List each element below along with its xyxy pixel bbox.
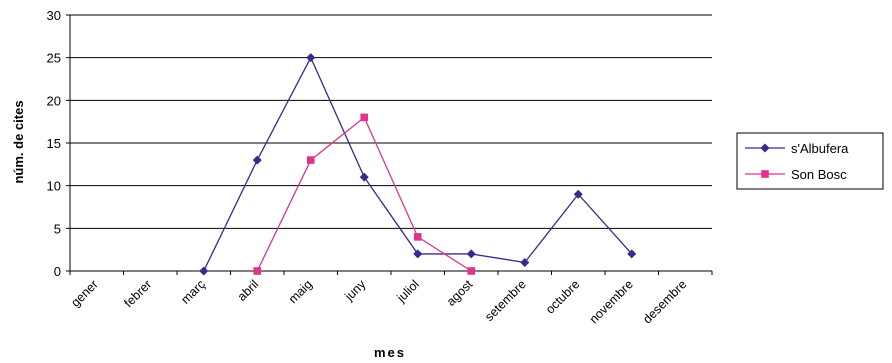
x-tick-label: març [178,277,208,307]
legend-item: Son Bosc [745,167,847,182]
x-tick-label: juny [342,277,369,304]
series-group [199,53,637,276]
legend-label: Son Bosc [791,167,847,182]
x-tick-label: abril [235,277,262,304]
y-tick-labels: 0 5 10 15 20 25 30 [47,8,61,279]
x-tick-label: agost [444,277,476,309]
series-0 [199,53,637,276]
data-point [520,257,530,267]
x-axis-title: mes [374,345,406,360]
x-tick-label: setembre [482,277,529,324]
y-tick-label: 25 [47,51,61,66]
y-tick-label: 20 [47,93,61,108]
data-point [306,53,316,63]
x-tick-label: febrer [121,277,154,310]
data-point [467,267,476,275]
x-tick-label: novembre [587,277,636,326]
y-tick-label: 10 [47,179,61,194]
y-tick-label: 5 [54,221,61,236]
data-point [627,249,637,259]
x-tick-label: octubre [543,277,582,316]
legend: s'Albufera Son Bosc [736,132,884,190]
legend-marker [760,143,770,153]
series-line [256,116,472,272]
y-tick-label: 30 [47,8,61,23]
grid-lines [66,14,712,272]
data-point [573,189,583,199]
data-point [306,156,315,164]
legend-box [736,132,884,190]
x-tick-label: maig [286,277,315,306]
data-point [199,266,209,276]
y-axis-title: núm. de cites [11,100,26,183]
series-1 [253,113,476,275]
x-tick-label: desembre [640,277,689,326]
legend-label: s'Albufera [791,141,849,156]
data-point [252,155,262,165]
data-point [359,172,369,182]
data-point [466,249,476,259]
axes [69,15,713,275]
x-tick-label: gener [68,277,101,310]
legend-item: s'Albufera [745,141,849,156]
x-tick-labels: gener febrer març abril maig juny juliol agost s… [68,277,689,327]
x-tick-label: juliol [394,277,422,305]
legend-marker [761,170,769,178]
y-tick-label: 15 [47,136,61,151]
y-tick-label: 0 [54,264,61,279]
data-point [360,113,369,122]
data-point [413,249,423,259]
data-point [253,267,262,275]
data-point [413,233,422,241]
